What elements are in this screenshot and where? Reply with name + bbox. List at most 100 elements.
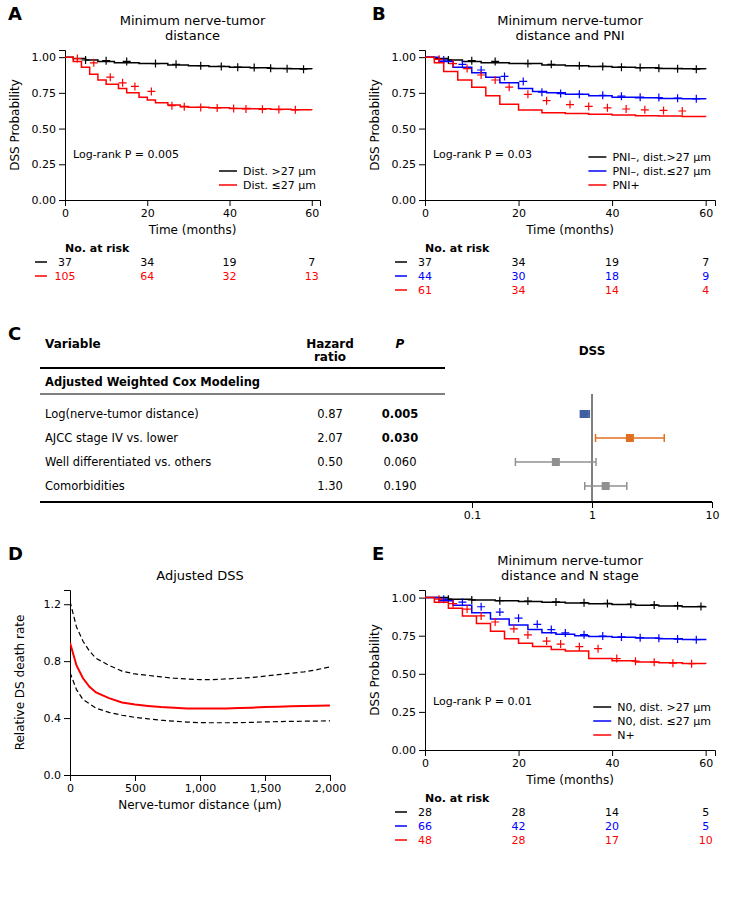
censor-mark (575, 90, 583, 98)
x-axis: 0.1110 (464, 502, 720, 522)
censor-mark (151, 60, 159, 68)
censor-mark (533, 620, 541, 628)
legend-label: PNI–, dist.>27 μm (612, 151, 711, 164)
at-risk-count: 4 (702, 284, 709, 297)
tick: 0 (422, 200, 429, 220)
y-axis-title: DSS Probability (8, 79, 22, 171)
at-risk-count: 105 (55, 270, 76, 283)
tick-label: 2,000 (315, 782, 347, 795)
at-risk-title: No. at risk (425, 792, 490, 805)
censor-mark (692, 65, 700, 73)
censor-mark (197, 103, 205, 111)
at-risk-key (395, 811, 407, 813)
tick: 0.25 (392, 158, 426, 171)
tick: 0.75 (392, 87, 426, 100)
censor-mark (543, 637, 551, 645)
censor-mark (575, 62, 583, 70)
survival-curve (425, 598, 706, 641)
figure: AMinimum nerve-tumordistance02040600.000… (0, 0, 737, 924)
at-risk-count: 34 (512, 256, 526, 269)
legend-swatch (593, 706, 611, 708)
censor-mark (599, 91, 607, 99)
censor-mark (660, 106, 668, 114)
censor-mark (275, 106, 283, 114)
tick-mark (147, 200, 148, 206)
axis-line (426, 751, 716, 757)
tick: 40 (223, 200, 237, 220)
tick-mark (706, 200, 707, 206)
censor-mark (697, 602, 705, 610)
tick: 0 (62, 200, 69, 220)
x-axis-title: Time (months) (525, 773, 614, 787)
tick-label: 60 (305, 207, 319, 220)
axis-line (419, 591, 426, 751)
censor-mark (519, 77, 527, 85)
title-line: Adjusted DSS (156, 568, 244, 583)
axis-line (473, 503, 713, 509)
at-risk-count: 18 (605, 270, 619, 283)
tick: 20 (141, 200, 155, 220)
censor-mark (617, 92, 625, 100)
censor-mark (603, 599, 611, 607)
censor-mark (655, 634, 663, 642)
censor-mark (463, 65, 471, 73)
tick: 20 (512, 200, 526, 220)
legend-item: N0, dist. >27 μm (593, 701, 711, 714)
censor-mark (627, 600, 635, 608)
tick: 1 (589, 502, 596, 522)
tick: 0.4 (44, 712, 71, 725)
censor-mark (678, 107, 686, 115)
survival-curve (65, 57, 312, 69)
tick-label: 0.00 (32, 194, 57, 207)
row-label: AJCC stage IV vs. lower (45, 431, 178, 445)
tick-label: 0.50 (32, 123, 57, 136)
at-risk-key (395, 825, 407, 827)
tick: 0.0 (44, 769, 71, 782)
panel: CVariableHazardratioPDSSAdjusted Weighte… (8, 323, 720, 522)
tick-mark (59, 129, 65, 130)
at-risk-count: 7 (308, 256, 315, 269)
censor-mark (636, 93, 644, 101)
tick-label: 0.25 (392, 706, 417, 719)
tick-mark (59, 93, 65, 94)
tick-mark (419, 598, 425, 599)
panel-label: B (372, 3, 386, 24)
error-cap (626, 482, 628, 490)
censor-mark (603, 104, 611, 112)
x-axis: 05001,0001,5002,000 (67, 775, 346, 795)
legend-label: Dist. ≤27 μm (243, 179, 316, 192)
tick-mark (64, 661, 70, 662)
panel-label: E (372, 543, 384, 564)
at-risk-count: 5 (702, 806, 709, 819)
at-risk-count: 17 (605, 834, 619, 847)
tick-mark (592, 502, 593, 508)
plot-area (425, 55, 706, 117)
tick-label: 60 (699, 757, 713, 770)
tick-label: 0.50 (392, 123, 417, 136)
tick: 2,000 (315, 775, 347, 795)
censor-mark (547, 626, 555, 634)
legend-swatch (588, 170, 606, 172)
censor-mark (566, 101, 574, 109)
censor-mark (617, 633, 625, 641)
censor-mark (168, 102, 176, 110)
legend-label: PNI+ (612, 179, 639, 192)
censor-mark (119, 79, 127, 87)
at-risk-table: No. at risk2828145664220548281710 (395, 792, 713, 847)
error-cap (589, 410, 591, 418)
at-risk-title: No. at risk (65, 242, 130, 255)
censor-mark (458, 60, 466, 68)
at-risk-count: 28 (512, 834, 526, 847)
tick: 0.25 (392, 706, 426, 719)
plot-area (65, 55, 312, 114)
table-header: Variable (45, 337, 101, 351)
line (70, 643, 330, 709)
tick-label: 0 (62, 207, 69, 220)
annotation: Log-rank P = 0.03 (433, 148, 532, 161)
at-risk-count: 19 (223, 256, 237, 269)
censor-mark (510, 625, 518, 633)
at-risk-key (395, 839, 407, 841)
censor-mark (524, 90, 532, 98)
tick-label: 1 (589, 509, 596, 522)
y-axis-title: Relative DS death rate (13, 615, 27, 751)
